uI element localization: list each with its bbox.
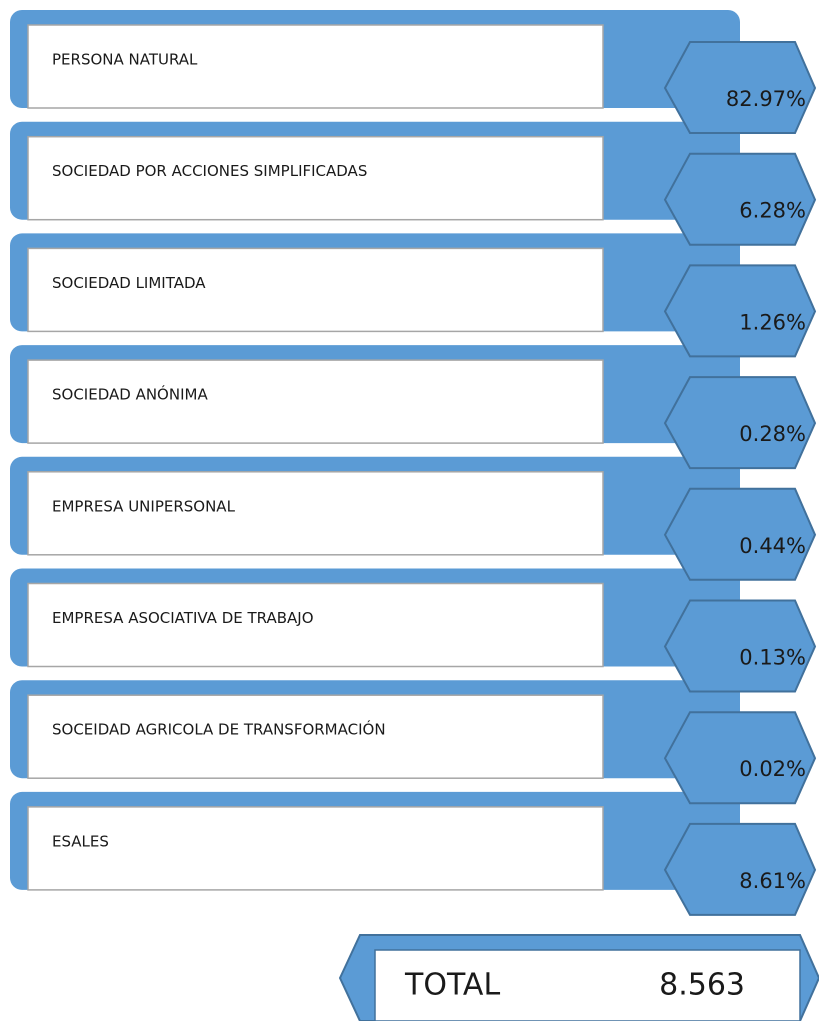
label-box bbox=[27, 471, 604, 556]
row-value: 0.02% bbox=[739, 757, 806, 781]
row-value: 8.61% bbox=[739, 869, 806, 893]
row-value: 0.28% bbox=[739, 422, 806, 446]
label-box bbox=[27, 582, 604, 668]
row-label: EMPRESA UNIPERSONAL bbox=[52, 497, 236, 515]
label-box bbox=[27, 24, 604, 109]
row-value: 82.97% bbox=[726, 87, 806, 111]
label-box bbox=[27, 359, 604, 444]
value-badge bbox=[663, 822, 817, 916]
label-box bbox=[27, 135, 604, 221]
total-value: 8.563 bbox=[659, 968, 745, 1003]
value-badge bbox=[663, 599, 817, 693]
value-badge bbox=[663, 376, 817, 470]
row-value: 0.44% bbox=[739, 534, 806, 558]
row-label: EMPRESA ASOCIATIVA DE TRABAJO bbox=[52, 609, 314, 627]
value-badge bbox=[663, 264, 817, 358]
row-label: ESALES bbox=[52, 832, 109, 850]
label-box bbox=[27, 806, 604, 891]
value-badge bbox=[663, 41, 817, 134]
total-box bbox=[374, 949, 801, 1021]
label-box bbox=[27, 247, 604, 333]
label-box bbox=[27, 694, 604, 779]
row-value: 0.13% bbox=[739, 646, 806, 670]
total-label: TOTAL bbox=[404, 968, 500, 1003]
value-badge bbox=[663, 487, 817, 581]
value-badge bbox=[663, 711, 817, 805]
row-value: 1.26% bbox=[739, 310, 806, 334]
row-value: 6.28% bbox=[739, 199, 806, 223]
row-label: PERSONA NATURAL bbox=[52, 51, 198, 69]
row-label: SOCEIDAD AGRICOLA DE TRANSFORMACIÓN bbox=[52, 720, 386, 739]
row-label: SOCIEDAD POR ACCIONES SIMPLIFICADAS bbox=[52, 162, 367, 180]
row-label: SOCIEDAD ANÓNIMA bbox=[52, 385, 208, 404]
row-label: SOCIEDAD LIMITADA bbox=[52, 274, 206, 292]
value-badge bbox=[663, 152, 817, 246]
